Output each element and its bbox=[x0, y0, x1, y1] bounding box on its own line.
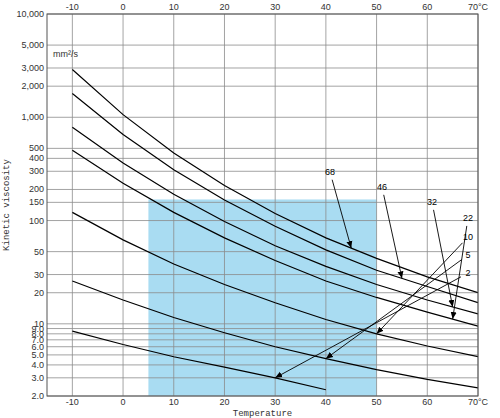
x-grid-line bbox=[72, 14, 73, 396]
x-tick-label-top: 30 bbox=[270, 2, 280, 12]
x-tick-label: 40 bbox=[321, 397, 331, 407]
y-grid-line bbox=[47, 328, 478, 329]
series-line bbox=[72, 93, 478, 302]
y-grid-line bbox=[47, 45, 478, 46]
y-grid-line bbox=[47, 377, 478, 378]
y-tick-label: 5.0 bbox=[31, 350, 44, 360]
y-grid-line bbox=[47, 292, 478, 293]
x-axis-label: Temperature bbox=[233, 409, 292, 418]
y-tick-label: 500 bbox=[29, 143, 44, 153]
x-tick-label-top: 60 bbox=[422, 2, 432, 12]
y-tick-label: 3,000 bbox=[21, 63, 44, 73]
x-tick-label: 30 bbox=[270, 397, 280, 407]
x-tick-label: -10 bbox=[66, 397, 79, 407]
label-arrow bbox=[326, 260, 462, 359]
series-label: 32 bbox=[427, 197, 437, 207]
series-line bbox=[72, 281, 478, 388]
chart-svg: -10 -10 0 0 10 10 20 20 30 30 40 40 50 50 60 60 70°C 70°C… bbox=[0, 0, 500, 418]
y-tick-label: 4.0 bbox=[31, 360, 44, 370]
x-grid-line bbox=[275, 14, 276, 396]
label-arrow bbox=[332, 180, 351, 248]
x-tick-label: 70°C bbox=[468, 397, 489, 407]
x-tick-label: 0 bbox=[121, 397, 126, 407]
y-tick-label: 3.0 bbox=[31, 373, 44, 383]
series-label: 22 bbox=[463, 213, 473, 223]
y-grid-line bbox=[47, 202, 478, 203]
plot-frame bbox=[47, 14, 478, 396]
y-grid-line bbox=[47, 274, 478, 275]
label-arrow bbox=[377, 243, 463, 334]
x-tick-label: 10 bbox=[169, 397, 179, 407]
y-tick-label: 2,000 bbox=[21, 81, 44, 91]
series-line bbox=[72, 150, 478, 326]
x-grid-line bbox=[173, 14, 174, 396]
tick-labels: -10 -10 0 0 10 10 20 20 30 30 40 40 50 50 60 60 70°C 70°C… bbox=[16, 2, 488, 407]
x-tick-label-top: -10 bbox=[66, 2, 79, 12]
y-grid-line bbox=[47, 189, 478, 190]
y-grid-line bbox=[47, 323, 478, 324]
y-grid-line bbox=[47, 67, 478, 68]
y-tick-label: 5,000 bbox=[21, 40, 44, 50]
y-grid-line bbox=[47, 117, 478, 118]
grid bbox=[47, 14, 478, 396]
series-labels: 68 46 32 22 10 5 2 bbox=[275, 167, 473, 378]
series-line bbox=[72, 127, 478, 314]
y-tick-label: 50 bbox=[34, 247, 44, 257]
series-line bbox=[72, 70, 478, 293]
background bbox=[0, 0, 500, 418]
label-arrow bbox=[275, 277, 461, 378]
series-label: 68 bbox=[325, 167, 335, 177]
y-tick-label: 150 bbox=[29, 197, 44, 207]
y-grid-line bbox=[47, 251, 478, 252]
series-label: 5 bbox=[465, 250, 470, 260]
x-tick-label-top: 10 bbox=[169, 2, 179, 12]
series-line bbox=[72, 212, 478, 356]
y-tick-label: 1,000 bbox=[21, 112, 44, 122]
y-grid-line bbox=[47, 339, 478, 340]
x-tick-label-top: 0 bbox=[121, 2, 126, 12]
y-grid-line bbox=[47, 158, 478, 159]
x-grid-line bbox=[123, 14, 124, 396]
y-tick-label: 300 bbox=[29, 166, 44, 176]
y-tick-label: 2.0 bbox=[31, 391, 44, 401]
y-tick-label: 200 bbox=[29, 184, 44, 194]
label-arrow bbox=[384, 195, 402, 279]
y-tick-label: 100 bbox=[29, 216, 44, 226]
y-tick-label: 400 bbox=[29, 153, 44, 163]
y-tick-label: 30 bbox=[34, 270, 44, 280]
x-tick-label-top: 20 bbox=[219, 2, 229, 12]
x-tick-label: 50 bbox=[372, 397, 382, 407]
y-grid-line bbox=[47, 86, 478, 87]
y-grid-line bbox=[47, 148, 478, 149]
chart-container: -10 -10 0 0 10 10 20 20 30 30 40 40 50 50 60 60 70°C 70°C… bbox=[0, 0, 500, 418]
y-grid-line bbox=[47, 171, 478, 172]
series-label: 10 bbox=[463, 232, 473, 242]
y-grid-line bbox=[47, 333, 478, 334]
y-grid-line bbox=[47, 364, 478, 365]
x-tick-label-top: 70°C bbox=[468, 2, 489, 12]
y-axis-unit: mm²/s bbox=[53, 49, 78, 59]
x-grid-line bbox=[325, 14, 326, 396]
y-tick-label: 10,000 bbox=[16, 9, 44, 19]
x-grid-line bbox=[376, 14, 377, 396]
series-label: 46 bbox=[377, 182, 387, 192]
x-tick-label-top: 40 bbox=[321, 2, 331, 12]
y-grid-line bbox=[47, 346, 478, 347]
y-tick-label: 20 bbox=[34, 288, 44, 298]
x-tick-label: 20 bbox=[219, 397, 229, 407]
y-grid-line bbox=[47, 354, 478, 355]
x-tick-label: 60 bbox=[422, 397, 432, 407]
x-tick-label-top: 50 bbox=[372, 2, 382, 12]
series-lines bbox=[72, 70, 478, 390]
x-grid-line bbox=[224, 14, 225, 396]
series-label: 2 bbox=[465, 268, 470, 278]
label-arrow bbox=[434, 210, 453, 307]
y-axis-label: Kinetic viscosity bbox=[2, 159, 12, 251]
series-line bbox=[72, 331, 326, 390]
